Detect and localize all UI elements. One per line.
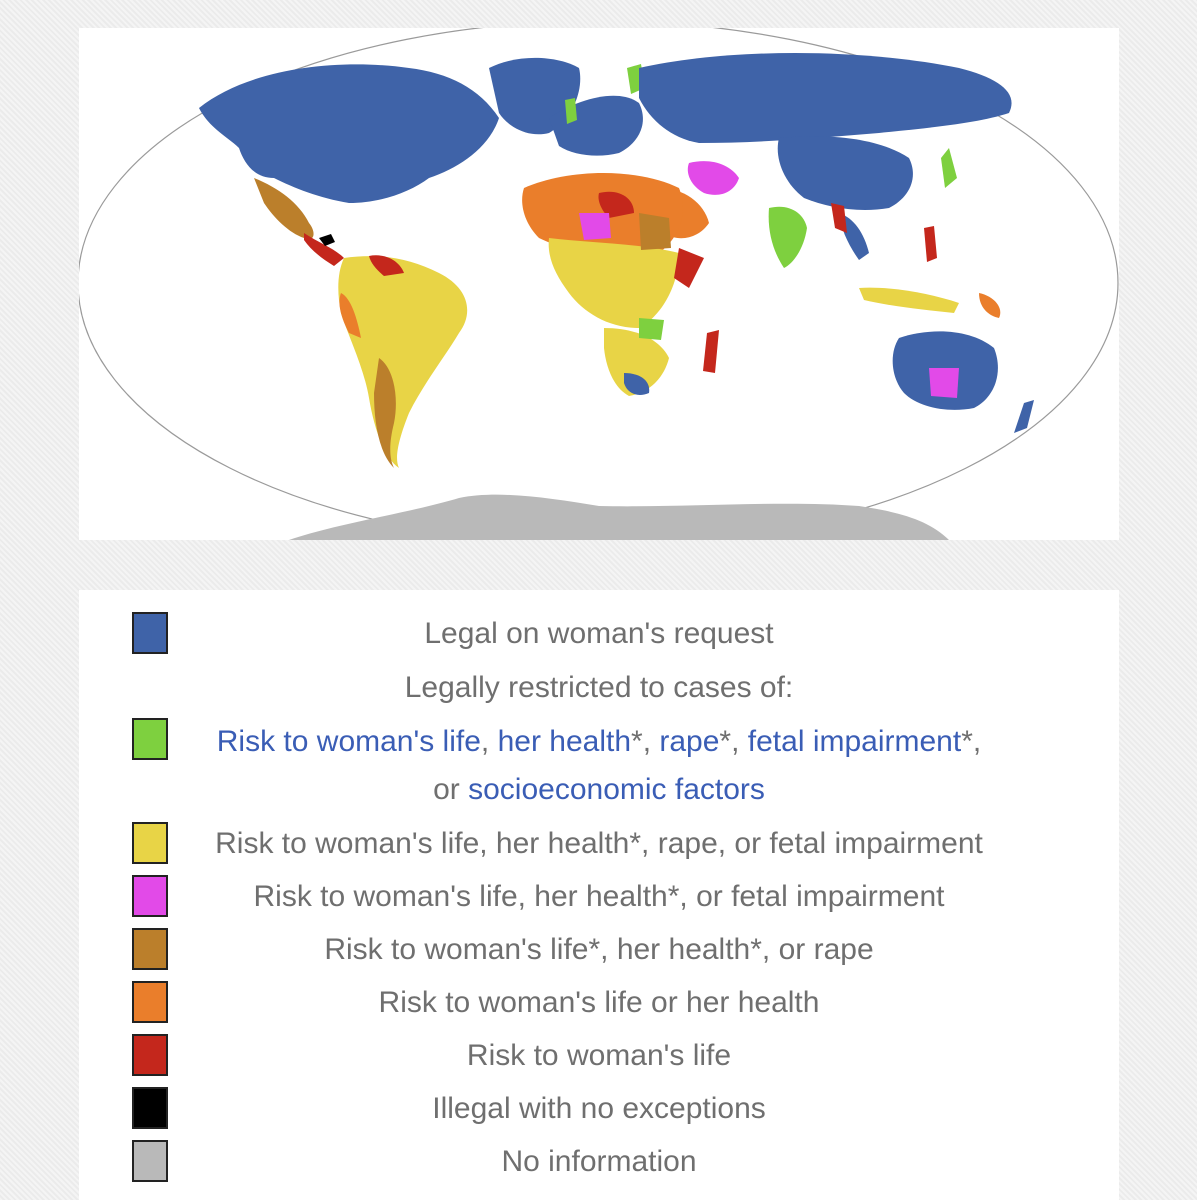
legend-swatch-fetal (132, 875, 168, 917)
region-central-america (304, 233, 344, 266)
region-north-america (199, 64, 499, 203)
region-russia (639, 53, 1012, 143)
link-her-health[interactable]: her health (497, 725, 632, 758)
region-central-africa (548, 238, 679, 328)
legend-label-fetal: Risk to woman's life, her health*, or fe… (253, 880, 945, 913)
region-venezuela (369, 255, 404, 276)
legend-header-restricted: Legally restricted to cases of: (404, 671, 794, 704)
sep-2: *, (631, 725, 660, 758)
region-china (777, 136, 913, 210)
link-risk-to-life[interactable]: Risk to woman's life (216, 725, 481, 758)
region-south-australia (929, 368, 959, 398)
legend-label-rape: Risk to woman's life, her health*, rape,… (215, 827, 983, 860)
region-mexico (254, 178, 314, 240)
legend-swatch-request (132, 612, 168, 654)
legend-swatch-illegal (132, 1087, 168, 1129)
legend-label-life-rape: Risk to woman's life*, her health*, or r… (324, 933, 874, 966)
region-uk (565, 98, 577, 124)
region-philippines (924, 226, 937, 262)
sep-1: , (480, 725, 498, 758)
region-zambia (639, 318, 664, 340)
region-indonesia (859, 287, 959, 313)
region-nicaragua (319, 234, 335, 246)
region-africa-south (604, 328, 669, 396)
legend-swatch-noinfo (132, 1140, 168, 1182)
region-new-zealand (1014, 400, 1034, 433)
region-india (768, 206, 807, 268)
legend-swatch-health (132, 981, 168, 1023)
legend-label-life: Risk to woman's life (466, 1039, 732, 1072)
region-madagascar (703, 330, 719, 373)
link-socioeconomic-factors[interactable]: socioeconomic factors (468, 773, 765, 806)
sep-4: *, (961, 725, 982, 758)
region-niger (579, 213, 611, 240)
legend-label-request: Legal on woman's request (424, 617, 774, 650)
region-horn (674, 248, 704, 288)
legend-label-socioeconomic-line2: or socioeconomic factors (79, 772, 1119, 808)
link-fetal-impairment[interactable]: fetal impairment (747, 725, 962, 758)
region-argentina (374, 358, 396, 468)
legend-swatch-life (132, 1034, 168, 1076)
world-map (79, 28, 1119, 540)
region-antarctica (289, 494, 949, 540)
legend-label-illegal: Illegal with no exceptions (432, 1092, 766, 1125)
region-peru (339, 293, 361, 338)
legend-swatch-socioeconomic (132, 718, 168, 760)
region-sudan (639, 213, 671, 250)
map-legend: Legal on woman's request Legally restric… (79, 590, 1119, 1200)
sep-3: *, (719, 725, 748, 758)
region-southeast-asia (839, 213, 869, 260)
region-libya (598, 191, 634, 218)
region-myanmar (831, 203, 847, 233)
legend-label-noinfo: No information (501, 1145, 697, 1178)
legend-label-socioeconomic-line1: Risk to woman's life, her health*, rape*… (79, 724, 1119, 760)
region-png (979, 293, 1001, 318)
legend-label-health: Risk to woman's life or her health (378, 986, 820, 1019)
link-rape[interactable]: rape (659, 725, 720, 758)
or-prefix: or (433, 773, 469, 806)
legend-swatch-rape (132, 822, 168, 864)
region-iran (687, 161, 739, 195)
legend-swatch-life-rape (132, 928, 168, 970)
region-south-america (338, 256, 468, 468)
region-south-africa (624, 373, 650, 395)
world-map-panel (79, 28, 1119, 540)
region-japan (941, 148, 957, 188)
